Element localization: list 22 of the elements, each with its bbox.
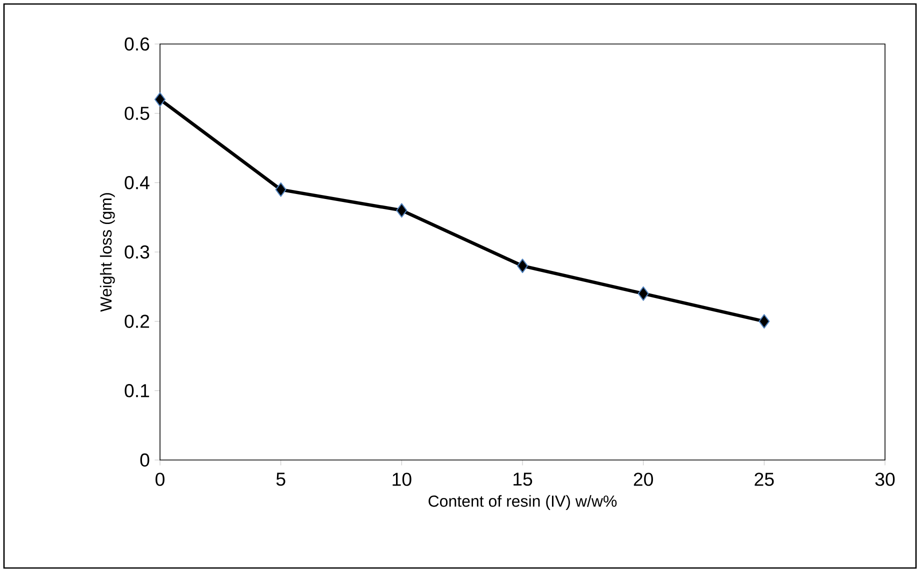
y-tick-label: 0.6	[124, 37, 150, 51]
x-tick-label: 20	[634, 472, 653, 486]
x-axis-title: Content of resin (IV) w/w%	[428, 495, 617, 510]
y-tick-label: 0.4	[124, 176, 150, 190]
point	[154, 92, 166, 107]
y-tick-label: 0	[140, 453, 150, 467]
x-tick-label: 15	[514, 472, 532, 486]
point	[396, 203, 408, 218]
x-tick-label: 5	[276, 472, 286, 486]
x-tick-label: 10	[392, 472, 412, 486]
point	[758, 314, 770, 329]
y-tick-label: 0.3	[124, 245, 150, 259]
point	[638, 286, 649, 301]
point	[275, 182, 286, 197]
point	[516, 258, 528, 274]
y-tick-label: 0.1	[124, 384, 150, 398]
y-axis-title: Weight loss (gm)	[100, 193, 115, 312]
x-tick-label: 0	[156, 472, 164, 486]
y-tick-label: 0.5	[124, 106, 150, 120]
x-tick-label: 25	[754, 472, 774, 486]
x-tick-label: 30	[875, 472, 895, 486]
y-tick-label: 0.2	[124, 314, 150, 328]
